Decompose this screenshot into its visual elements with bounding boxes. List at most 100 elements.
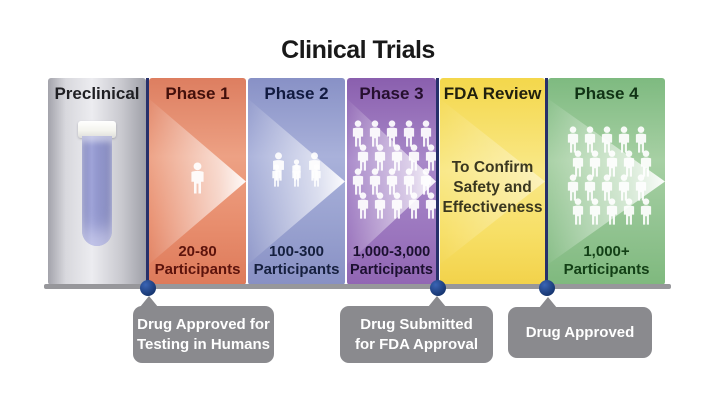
fda-note-line: To Confirm (451, 159, 534, 176)
participants-count: 1,000+ Participants (548, 243, 665, 279)
callout-tail (539, 297, 557, 308)
person-icon (601, 126, 612, 153)
person-icon (425, 192, 436, 219)
person-icon (352, 168, 363, 195)
person-icon (391, 144, 402, 171)
person-icon (623, 198, 634, 225)
test-tube-icon (78, 121, 116, 246)
column-title: Phase 3 (359, 84, 424, 103)
person-icon (567, 126, 578, 153)
person-icon (408, 192, 419, 219)
person-icon (623, 150, 634, 177)
person-icon (357, 192, 368, 219)
callout-line: Testing in Humans (136, 335, 271, 353)
person-icon (606, 198, 617, 225)
family-front-row (248, 164, 345, 187)
person-icon (374, 144, 385, 171)
callout-tail (140, 296, 158, 307)
participants-range: 100-300 (268, 243, 325, 260)
callout-line: for FDA Approval (354, 335, 479, 353)
person-icon (640, 150, 651, 177)
callout-line: Drug Submitted (360, 316, 473, 333)
timeline-bar (44, 284, 671, 289)
callout-drug-approved-testing: Drug Approved for Testing in Humans (133, 296, 274, 363)
person-icon (386, 168, 397, 195)
column-title: Phase 2 (264, 84, 329, 103)
person-icon (403, 120, 414, 147)
person-icon (191, 162, 204, 194)
participants-count: 100-300 Participants (248, 243, 345, 279)
person-icon (420, 168, 431, 195)
crowd-icon (550, 126, 663, 225)
column-phase-4: Phase 4 (548, 78, 665, 285)
person-icon (640, 198, 651, 225)
column-title: Phase 4 (574, 84, 639, 103)
milestone-dot (430, 280, 446, 296)
participants-count: 20-80 Participants (149, 243, 246, 279)
callout-drug-approved: Drug Approved (508, 297, 652, 358)
column-fda-review: FDA Review To Confirm Safety and Effecti… (440, 78, 545, 285)
participants-range: 1,000-3,000 (352, 244, 431, 260)
person-icon (272, 164, 281, 187)
family-group-icon (248, 152, 345, 187)
person-icon (584, 126, 595, 153)
person-icon (567, 174, 578, 201)
person-icon (403, 168, 414, 195)
person-icon (618, 174, 629, 201)
person-icon (374, 192, 385, 219)
person-icon (386, 120, 397, 147)
column-title: Preclinical (54, 84, 140, 103)
person-icon (584, 174, 595, 201)
callout-drug-submitted: Drug Submitted for FDA Approval (340, 296, 493, 363)
person-icon (408, 144, 419, 171)
person-icon (292, 164, 301, 187)
milestone-dot (539, 280, 555, 296)
person-icon (606, 150, 617, 177)
column-title: FDA Review (443, 84, 542, 103)
callout-tail (428, 296, 446, 307)
participants-label: Participants (563, 261, 650, 278)
person-icon (369, 120, 380, 147)
person-icon (601, 174, 612, 201)
person-icon (572, 150, 583, 177)
fda-note-line: Safety and (453, 179, 532, 196)
person-icon (589, 150, 600, 177)
column-title: Phase 1 (165, 84, 230, 103)
participants-label: Participants (350, 262, 433, 278)
milestone-line (146, 78, 149, 287)
column-phase-1: Phase 1 20-80 Participants (149, 78, 246, 285)
participants-label: Participants (154, 261, 241, 278)
person-icon (635, 174, 646, 201)
callout-line: Drug Approved (525, 323, 635, 341)
participants-range: 20-80 (178, 243, 217, 260)
person-icon (425, 144, 436, 171)
person-icon (589, 198, 600, 225)
callout-line: Drug Approved for (137, 316, 270, 333)
milestone-dot (140, 280, 156, 296)
person-icon (391, 192, 402, 219)
column-phase-2: Phase 2 100-300 Participants (248, 78, 345, 285)
milestone-line (545, 78, 548, 287)
milestone-line (436, 78, 439, 287)
single-person-icon (149, 162, 246, 194)
participants-range: 1,000+ (583, 243, 630, 260)
fda-note-line: Effectiveness (442, 199, 543, 216)
crowd-icon (348, 120, 436, 219)
person-icon (635, 126, 646, 153)
person-icon (369, 168, 380, 195)
column-phase-3: Phase 3 (347, 78, 436, 285)
column-preclinical: Preclinical (48, 78, 146, 285)
person-icon (312, 164, 321, 187)
page-title: Clinical Trials (281, 36, 435, 64)
participants-label: Participants (253, 261, 340, 278)
fda-review-note: To Confirm Safety and Effectiveness (440, 158, 545, 218)
person-icon (357, 144, 368, 171)
participants-count: 1,000-3,000 Participants (347, 243, 436, 279)
person-icon (352, 120, 363, 147)
person-icon (420, 120, 431, 147)
test-tube-liquid (82, 136, 112, 246)
person-icon (572, 198, 583, 225)
test-tube-cap (78, 121, 116, 138)
person-icon (618, 126, 629, 153)
